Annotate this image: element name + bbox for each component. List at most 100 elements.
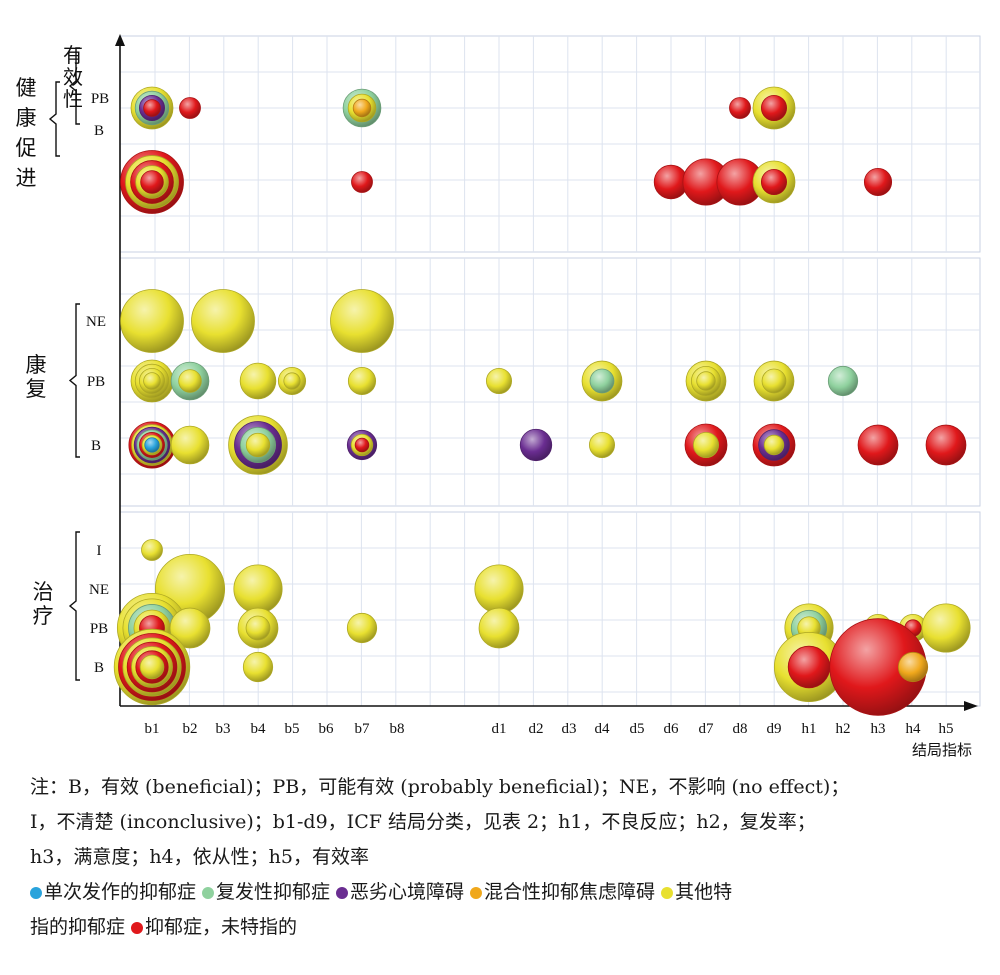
- row-label-1-B: B: [91, 438, 101, 454]
- note-line-1: 注：B，有效 (beneficial)；PB，可能有效 (probably be…: [30, 776, 850, 798]
- legend-dot-unspecified: [131, 922, 144, 934]
- bubble-1-NE-b7: [330, 289, 394, 353]
- bubble-layer-unspecified: [761, 95, 788, 122]
- bubble-layer-other: [346, 612, 378, 644]
- bubble-1-PB-d9: [753, 360, 795, 402]
- legend-item-mixed: 混合性抑郁焦虑障碍: [470, 881, 655, 903]
- bubble-1-B-h3: [857, 424, 899, 466]
- bubble-0-PB-d8: [729, 97, 751, 119]
- row-label-0-B: B: [94, 123, 104, 139]
- group-label-1: 康: [26, 353, 47, 377]
- group-label-0: 进: [16, 166, 37, 190]
- bubble-layer-other: [233, 564, 283, 614]
- row-label-2-I: I: [97, 543, 102, 559]
- bubble-1-B-b7: [346, 429, 378, 461]
- x-tick-d1: d1: [492, 721, 507, 737]
- row-label-2-PB: PB: [90, 621, 108, 637]
- legend-item-dysthymia: 恶劣心境障碍: [336, 881, 464, 903]
- legend-label: 抑郁症，未特指的: [145, 916, 298, 938]
- bubble-layer-other: [693, 431, 720, 458]
- bubble-layer-other: [474, 564, 524, 614]
- x-tick-d5: d5: [630, 721, 645, 737]
- bubble-1-PB-b1: [130, 359, 174, 403]
- bubble-layer-mixed: [897, 651, 929, 683]
- group-label-0: 康: [16, 106, 37, 130]
- bubble-1-PB-d7: [685, 360, 727, 402]
- legend-item-other: 其他特: [661, 881, 732, 903]
- bubble-2-NE-b4: [233, 564, 283, 614]
- bubble-layer-unspecified: [140, 170, 164, 194]
- bubble-layer-unspecified: [729, 97, 751, 119]
- x-tick-d4: d4: [595, 721, 611, 737]
- bubble-1-B-d7: [684, 423, 728, 467]
- bubble-layer-other: [763, 434, 785, 456]
- bubble-layer-unspecified: [925, 424, 967, 466]
- legend-dot-recurrent: [202, 887, 215, 899]
- bubble-layer-mixed: [352, 98, 372, 118]
- group-label-0: 促: [16, 136, 37, 160]
- bubble-layer-unspecified: [863, 167, 893, 197]
- x-tick-h4: h4: [906, 721, 922, 737]
- bubble-layer-other: [921, 603, 971, 653]
- bubble-0-PB-b1: [130, 86, 174, 130]
- bubble-1-B-h5: [925, 424, 967, 466]
- group-label-0: 健: [16, 76, 37, 100]
- group-sublabel-0: 有: [63, 43, 83, 67]
- bubble-layer-other: [589, 431, 616, 458]
- bubble-2-B-b4: [242, 651, 274, 683]
- bubble-1-B-b1: [128, 421, 176, 469]
- x-tick-h1: h1: [802, 721, 817, 737]
- bubble-1-PB-b2: [170, 361, 210, 401]
- bubble-layer-other: [283, 372, 301, 390]
- legend-item-recurrent: 复发性抑郁症: [202, 881, 330, 903]
- bubble-layer-other: [761, 368, 787, 394]
- bubble-1-PB-h2: [827, 365, 859, 397]
- bubble-layer-unspecified: [354, 437, 370, 453]
- x-tick-d3: d3: [562, 721, 577, 737]
- bubble-1-B-d9: [752, 423, 796, 467]
- bracket-2: [68, 531, 80, 681]
- x-tick-d6: d6: [664, 721, 680, 737]
- bubble-layer-recurrent: [589, 368, 615, 394]
- bubble-1-PB-d1: [485, 367, 512, 394]
- bubble-2-PB-d1: [478, 607, 520, 649]
- group-label-2: 治: [33, 580, 54, 604]
- bubble-layer-other: [242, 651, 274, 683]
- legend-continuation: 指的抑郁症: [30, 916, 132, 938]
- bubble-layer-other: [139, 654, 165, 680]
- legend-dot-dysthymia: [336, 887, 349, 899]
- bubble-0-B-d9: [752, 160, 796, 204]
- legend-dot-other: [661, 887, 674, 899]
- legend-dot-single: [30, 887, 42, 899]
- bubble-layer-other: [330, 289, 394, 353]
- legend-line-2: 指的抑郁症 抑郁症，未特指的: [30, 910, 980, 945]
- bubble-1-NE-b1: [120, 289, 184, 353]
- row-label-2-B: B: [94, 660, 104, 676]
- bubble-0-PB-d9: [752, 86, 796, 130]
- x-tick-d7: d7: [699, 721, 715, 737]
- bubble-layer-other: [245, 615, 271, 641]
- x-tick-b7: b7: [355, 721, 371, 737]
- note-line-2: I，不清楚 (inconclusive)；b1-d9，ICF 结局分类，见表 2…: [30, 811, 816, 833]
- legend-item-unspecified: 抑郁症，未特指的: [131, 916, 297, 938]
- bubble-layer-other: [143, 372, 161, 390]
- y-axis-arrow: [115, 34, 125, 46]
- bubble-layer-other: [170, 425, 210, 465]
- bubble-2-I-b1: [141, 539, 163, 561]
- bubble-2-PB-b7: [346, 612, 378, 644]
- x-tick-h2: h2: [836, 721, 851, 737]
- bubble-layer-other: [178, 369, 202, 393]
- bubble-2-B-h4: [897, 651, 929, 683]
- bubble-layer-single: [144, 437, 160, 453]
- chart-notes: 注：B，有效 (beneficial)；PB，可能有效 (probably be…: [30, 770, 980, 945]
- legend-item-single: 单次发作的抑郁症: [30, 881, 196, 903]
- bubble-layer-unspecified: [857, 424, 899, 466]
- row-label-1-NE: NE: [86, 314, 106, 330]
- x-tick-b2: b2: [183, 721, 198, 737]
- bubble-0-B-b7: [351, 171, 373, 193]
- x-tick-h3: h3: [871, 721, 886, 737]
- group-label-1: 复: [26, 377, 47, 401]
- bubble-1-PB-b4: [239, 362, 277, 400]
- x-tick-d9: d9: [767, 721, 782, 737]
- x-tick-d2: d2: [529, 721, 544, 737]
